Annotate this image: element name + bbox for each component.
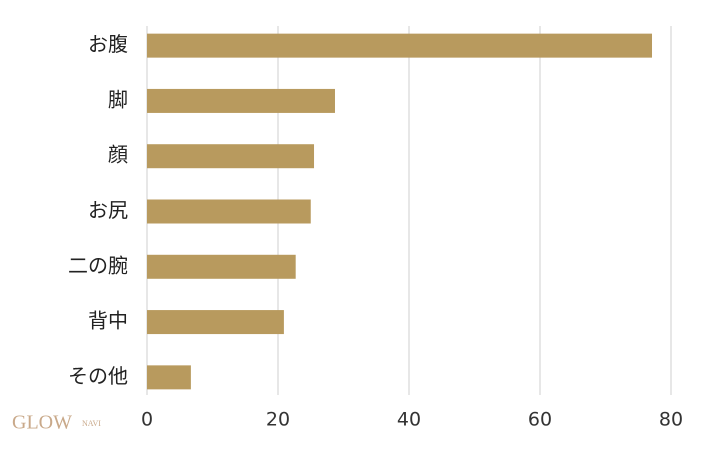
x-tick-label: 20 — [266, 409, 290, 431]
y-tick-label: 背中 — [88, 309, 128, 333]
x-tick-label: 80 — [659, 409, 683, 431]
y-tick-label: お腹 — [88, 32, 128, 56]
bar — [147, 254, 296, 279]
x-tick-label: 60 — [528, 409, 552, 431]
bar — [147, 199, 311, 224]
bar — [147, 365, 191, 390]
y-tick-label: 二の腕 — [68, 253, 128, 277]
y-tick-label: 顔 — [108, 143, 128, 167]
bar — [147, 310, 284, 335]
bar — [147, 144, 315, 169]
watermark-brand: GLOW — [12, 412, 72, 434]
x-tick-label: 0 — [141, 409, 153, 431]
y-tick-label: お尻 — [88, 198, 128, 222]
y-tick-label: 脚 — [108, 87, 128, 111]
watermark-sub: NAVI — [82, 419, 101, 428]
bar — [147, 88, 335, 113]
bar — [147, 33, 653, 58]
y-tick-label: その他 — [68, 364, 128, 388]
x-tick-label: 40 — [397, 409, 421, 431]
